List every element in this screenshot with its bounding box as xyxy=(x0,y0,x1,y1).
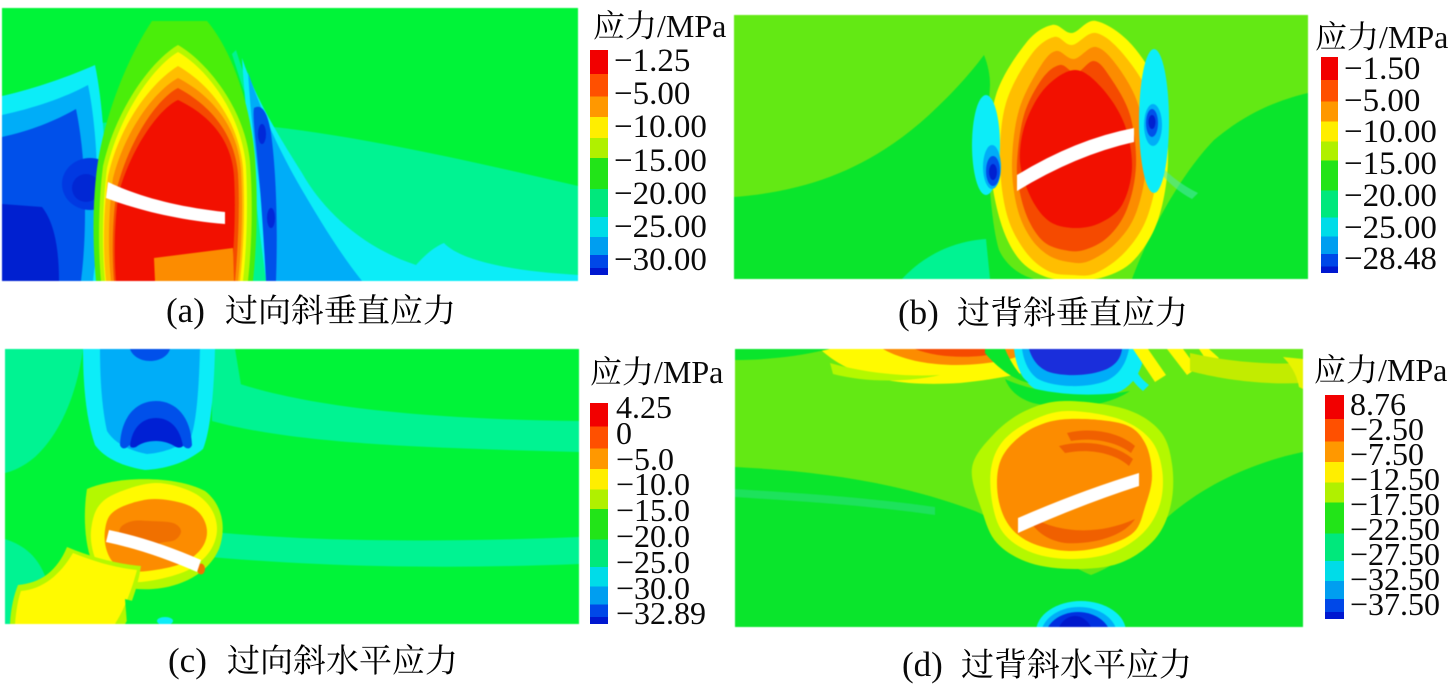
svg-text:(a): (a) xyxy=(166,291,205,330)
svg-text:/MPa: /MPa xyxy=(657,8,726,44)
svg-text:/MPa: /MPa xyxy=(654,354,723,390)
svg-text:(c): (c) xyxy=(168,641,207,680)
svg-text:(b): (b) xyxy=(898,293,939,332)
svg-text:/MPa: /MPa xyxy=(1379,19,1448,55)
svg-text:(d): (d) xyxy=(902,645,943,684)
svg-text:/MPa: /MPa xyxy=(1378,352,1447,388)
